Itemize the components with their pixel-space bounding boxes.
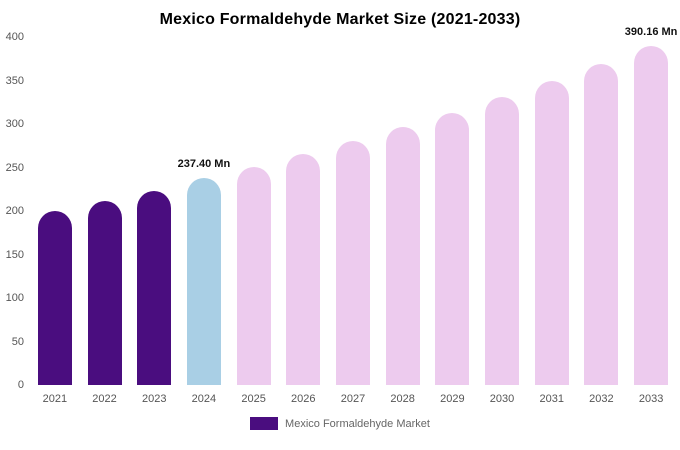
bar-column-2022 <box>80 37 130 385</box>
bar-2032 <box>584 63 619 385</box>
x-label-2022: 2022 <box>92 393 117 405</box>
y-tick-350: 350 <box>5 74 24 87</box>
y-tick-0: 0 <box>17 379 24 391</box>
x-label-2029: 2029 <box>440 393 465 405</box>
bar-2021 <box>37 210 72 385</box>
bar-2024 <box>186 178 221 385</box>
y-tick-300: 300 <box>5 118 24 130</box>
bar-column-2023 <box>129 37 179 385</box>
bar-2029 <box>435 112 470 385</box>
bar-2022 <box>87 201 122 385</box>
bar-2026 <box>286 154 321 385</box>
y-axis: 0 50 100 150 200 250 300 350 400 <box>0 31 24 391</box>
x-label-2031: 2031 <box>539 393 564 405</box>
x-label-2021: 2021 <box>42 393 68 405</box>
plot-area: 237.40 Mn 390.16 Mn <box>30 26 677 385</box>
bar-2028 <box>385 127 420 385</box>
bar-2027 <box>335 141 370 385</box>
legend-label: Mexico Formaldehyde Market <box>285 417 430 430</box>
bar-2031 <box>534 80 569 385</box>
legend-swatch <box>250 417 279 430</box>
bar-column-2031 <box>527 37 577 385</box>
value-label-2024: 237.40 Mn <box>177 158 231 171</box>
x-label-2032: 2032 <box>589 393 614 405</box>
bar-2030 <box>485 97 520 385</box>
bar-column-2030 <box>477 37 527 385</box>
x-label-2026: 2026 <box>291 393 316 405</box>
bar-2025 <box>236 166 271 385</box>
chart-title: Mexico Formaldehyde Market Size (2021-20… <box>159 11 521 28</box>
x-label-2033: 2033 <box>638 393 664 405</box>
x-label-2030: 2030 <box>489 393 515 405</box>
x-label-2024: 2024 <box>191 393 217 405</box>
bar-2023 <box>137 190 172 385</box>
y-tick-400: 400 <box>5 31 24 43</box>
bar-column-2025 <box>229 37 279 385</box>
bar-2033 <box>634 45 669 385</box>
legend: Mexico Formaldehyde Market <box>0 417 680 430</box>
bar-column-2029 <box>428 37 478 385</box>
y-tick-250: 250 <box>5 161 24 174</box>
x-axis: 2021 2022 2023 2024 2025 2026 2027 2028 2029 2030… <box>30 385 676 405</box>
bar-chart: 0 50 100 150 200 250 300 350 400 237.40 Mn 390.16… <box>6 26 678 391</box>
bar-column-2028 <box>378 37 428 385</box>
bar-column-2033: 390.16 Mn <box>625 26 677 385</box>
x-label-2023: 2023 <box>141 393 167 405</box>
y-tick-50: 50 <box>11 335 24 348</box>
bar-column-2024: 237.40 Mn <box>177 37 231 385</box>
value-label-2033: 390.16 Mn <box>624 25 678 38</box>
bar-column-2027 <box>328 37 378 385</box>
bar-column-2026 <box>278 37 328 385</box>
bar-column-2032 <box>577 37 627 385</box>
y-tick-100: 100 <box>5 292 24 304</box>
bar-column-2021 <box>30 37 80 385</box>
y-tick-150: 150 <box>5 248 24 261</box>
x-label-2028: 2028 <box>390 393 415 405</box>
x-label-2027: 2027 <box>340 393 366 405</box>
y-tick-200: 200 <box>5 205 24 217</box>
x-label-2025: 2025 <box>241 393 266 405</box>
